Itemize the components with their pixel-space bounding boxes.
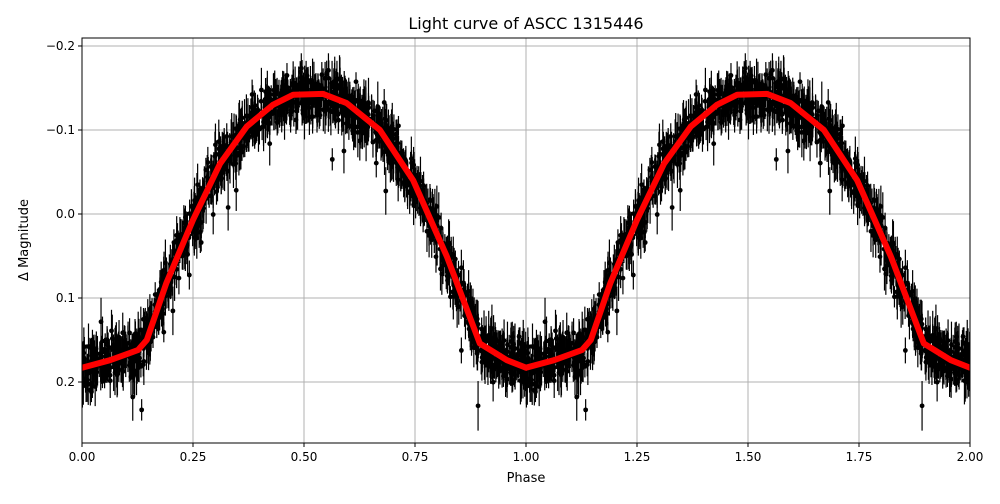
data-marker (670, 205, 675, 210)
data-marker (476, 403, 481, 408)
data-marker (530, 344, 535, 349)
data-marker (838, 132, 843, 137)
chart-title: Light curve of ASCC 1315446 (408, 14, 643, 33)
data-marker (267, 141, 272, 146)
data-marker (711, 141, 716, 146)
data-marker (351, 129, 356, 134)
data-marker (195, 182, 200, 187)
data-marker (795, 129, 800, 134)
data-marker (903, 348, 908, 353)
data-marker (86, 344, 91, 349)
data-marker (920, 403, 925, 408)
data-marker (342, 149, 347, 154)
data-marker (554, 336, 559, 341)
data-marker (786, 149, 791, 154)
data-marker (459, 348, 464, 353)
observation-point (226, 184, 231, 230)
data-marker (649, 160, 654, 165)
observation-point (476, 381, 481, 431)
data-marker (678, 188, 683, 193)
data-marker (226, 205, 231, 210)
observation-point (903, 337, 908, 363)
observation-point (920, 381, 925, 431)
data-marker (383, 189, 388, 194)
data-marker (827, 189, 832, 194)
data-marker (394, 132, 399, 137)
data-marker (553, 328, 558, 333)
data-marker (110, 336, 115, 341)
data-marker (205, 160, 210, 165)
observation-point (459, 337, 464, 363)
data-marker (639, 182, 644, 187)
data-marker (471, 305, 476, 310)
observation-point (670, 184, 675, 230)
data-marker (109, 328, 114, 333)
data-marker (915, 305, 920, 310)
data-marker (234, 188, 239, 193)
